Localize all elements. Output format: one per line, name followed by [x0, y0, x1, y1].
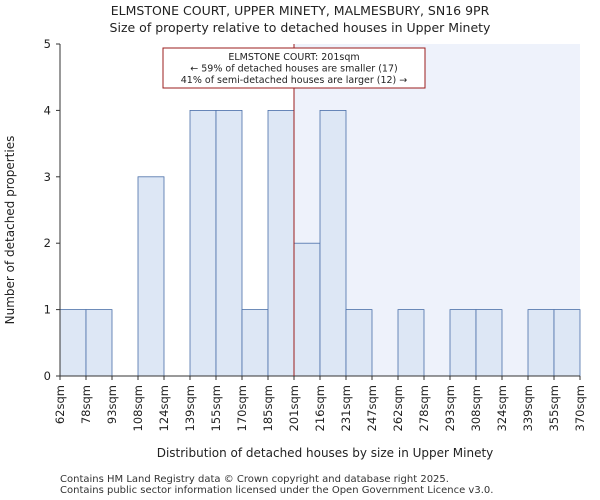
x-tick-label-108sqm: 108sqm: [131, 385, 145, 431]
y-tick-label-0: 0: [44, 369, 51, 383]
x-tick-label-62sqm: 62sqm: [53, 385, 67, 424]
footer-line-1: Contains HM Land Registry data © Crown c…: [60, 474, 449, 485]
bar-185sqm: [267, 110, 295, 377]
x-tick-label-155sqm: 155sqm: [209, 385, 223, 431]
footer-line-2: Contains public sector information licen…: [60, 485, 494, 496]
x-tick-label-278sqm: 278sqm: [417, 385, 431, 431]
bar-chart: 0 1 2 3 4 5 62sqm 78sqm 93sqm 108sqm 124sqm 139sqm 1…: [3, 37, 587, 460]
x-tick-label-201sqm: 201sqm: [287, 385, 301, 431]
x-tick-label-370sqm: 370sqm: [573, 385, 587, 431]
bar-355sqm: [553, 309, 581, 377]
bar-216sqm: [319, 110, 347, 377]
bar-78sqm: [85, 309, 113, 377]
x-tick-label-308sqm: 308sqm: [469, 385, 483, 431]
x-tick-label-293sqm: 293sqm: [443, 385, 457, 431]
annotation-line-1: ELMSTONE COURT: 201sqm: [228, 52, 359, 63]
bar-170sqm: [241, 309, 269, 377]
bar-308sqm: [475, 309, 503, 377]
annotation-line-2: ← 59% of detached houses are smaller (17…: [190, 64, 397, 75]
x-tick-label-139sqm: 139sqm: [183, 385, 197, 431]
y-tick-label-1: 1: [44, 303, 51, 317]
chart-title: ELMSTONE COURT, UPPER MINETY, MALMESBURY…: [110, 3, 490, 18]
x-tick-label-324sqm: 324sqm: [495, 385, 509, 431]
x-tick-label-339sqm: 339sqm: [521, 385, 535, 431]
x-tick-label-247sqm: 247sqm: [365, 385, 379, 431]
annotation-box: [162, 47, 426, 89]
y-tick-label-3: 3: [44, 170, 51, 184]
x-tick-label-231sqm: 231sqm: [339, 385, 353, 431]
bar-262sqm: [397, 309, 425, 377]
y-tick-label-5: 5: [44, 37, 51, 51]
bar-155sqm: [215, 110, 243, 377]
x-tick-label-355sqm: 355sqm: [547, 385, 561, 431]
y-tick-label-4: 4: [44, 103, 51, 117]
y-axis-title: Number of detached properties: [3, 136, 17, 325]
x-tick-label-124sqm: 124sqm: [157, 385, 171, 431]
x-axis-title: Distribution of detached houses by size …: [157, 446, 494, 460]
x-tick-label-262sqm: 262sqm: [391, 385, 405, 431]
bar-201sqm: [293, 242, 321, 377]
bar-108sqm: [137, 176, 165, 377]
y-tick-label-2: 2: [44, 236, 51, 250]
x-tick-label-78sqm: 78sqm: [79, 385, 93, 424]
annotation-line-3: 41% of semi-detached houses are larger (…: [181, 75, 408, 86]
bar-293sqm: [449, 309, 477, 377]
bar-139sqm: [189, 110, 217, 377]
bar-339sqm: [527, 309, 555, 377]
x-tick-label-216sqm: 216sqm: [313, 385, 327, 431]
chart-subtitle: Size of property relative to detached ho…: [109, 20, 491, 35]
bar-231sqm: [345, 309, 373, 377]
x-tick-label-93sqm: 93sqm: [105, 385, 119, 424]
bar-62sqm: [59, 309, 87, 377]
x-tick-label-185sqm: 185sqm: [261, 385, 275, 431]
x-tick-label-170sqm: 170sqm: [235, 385, 249, 431]
